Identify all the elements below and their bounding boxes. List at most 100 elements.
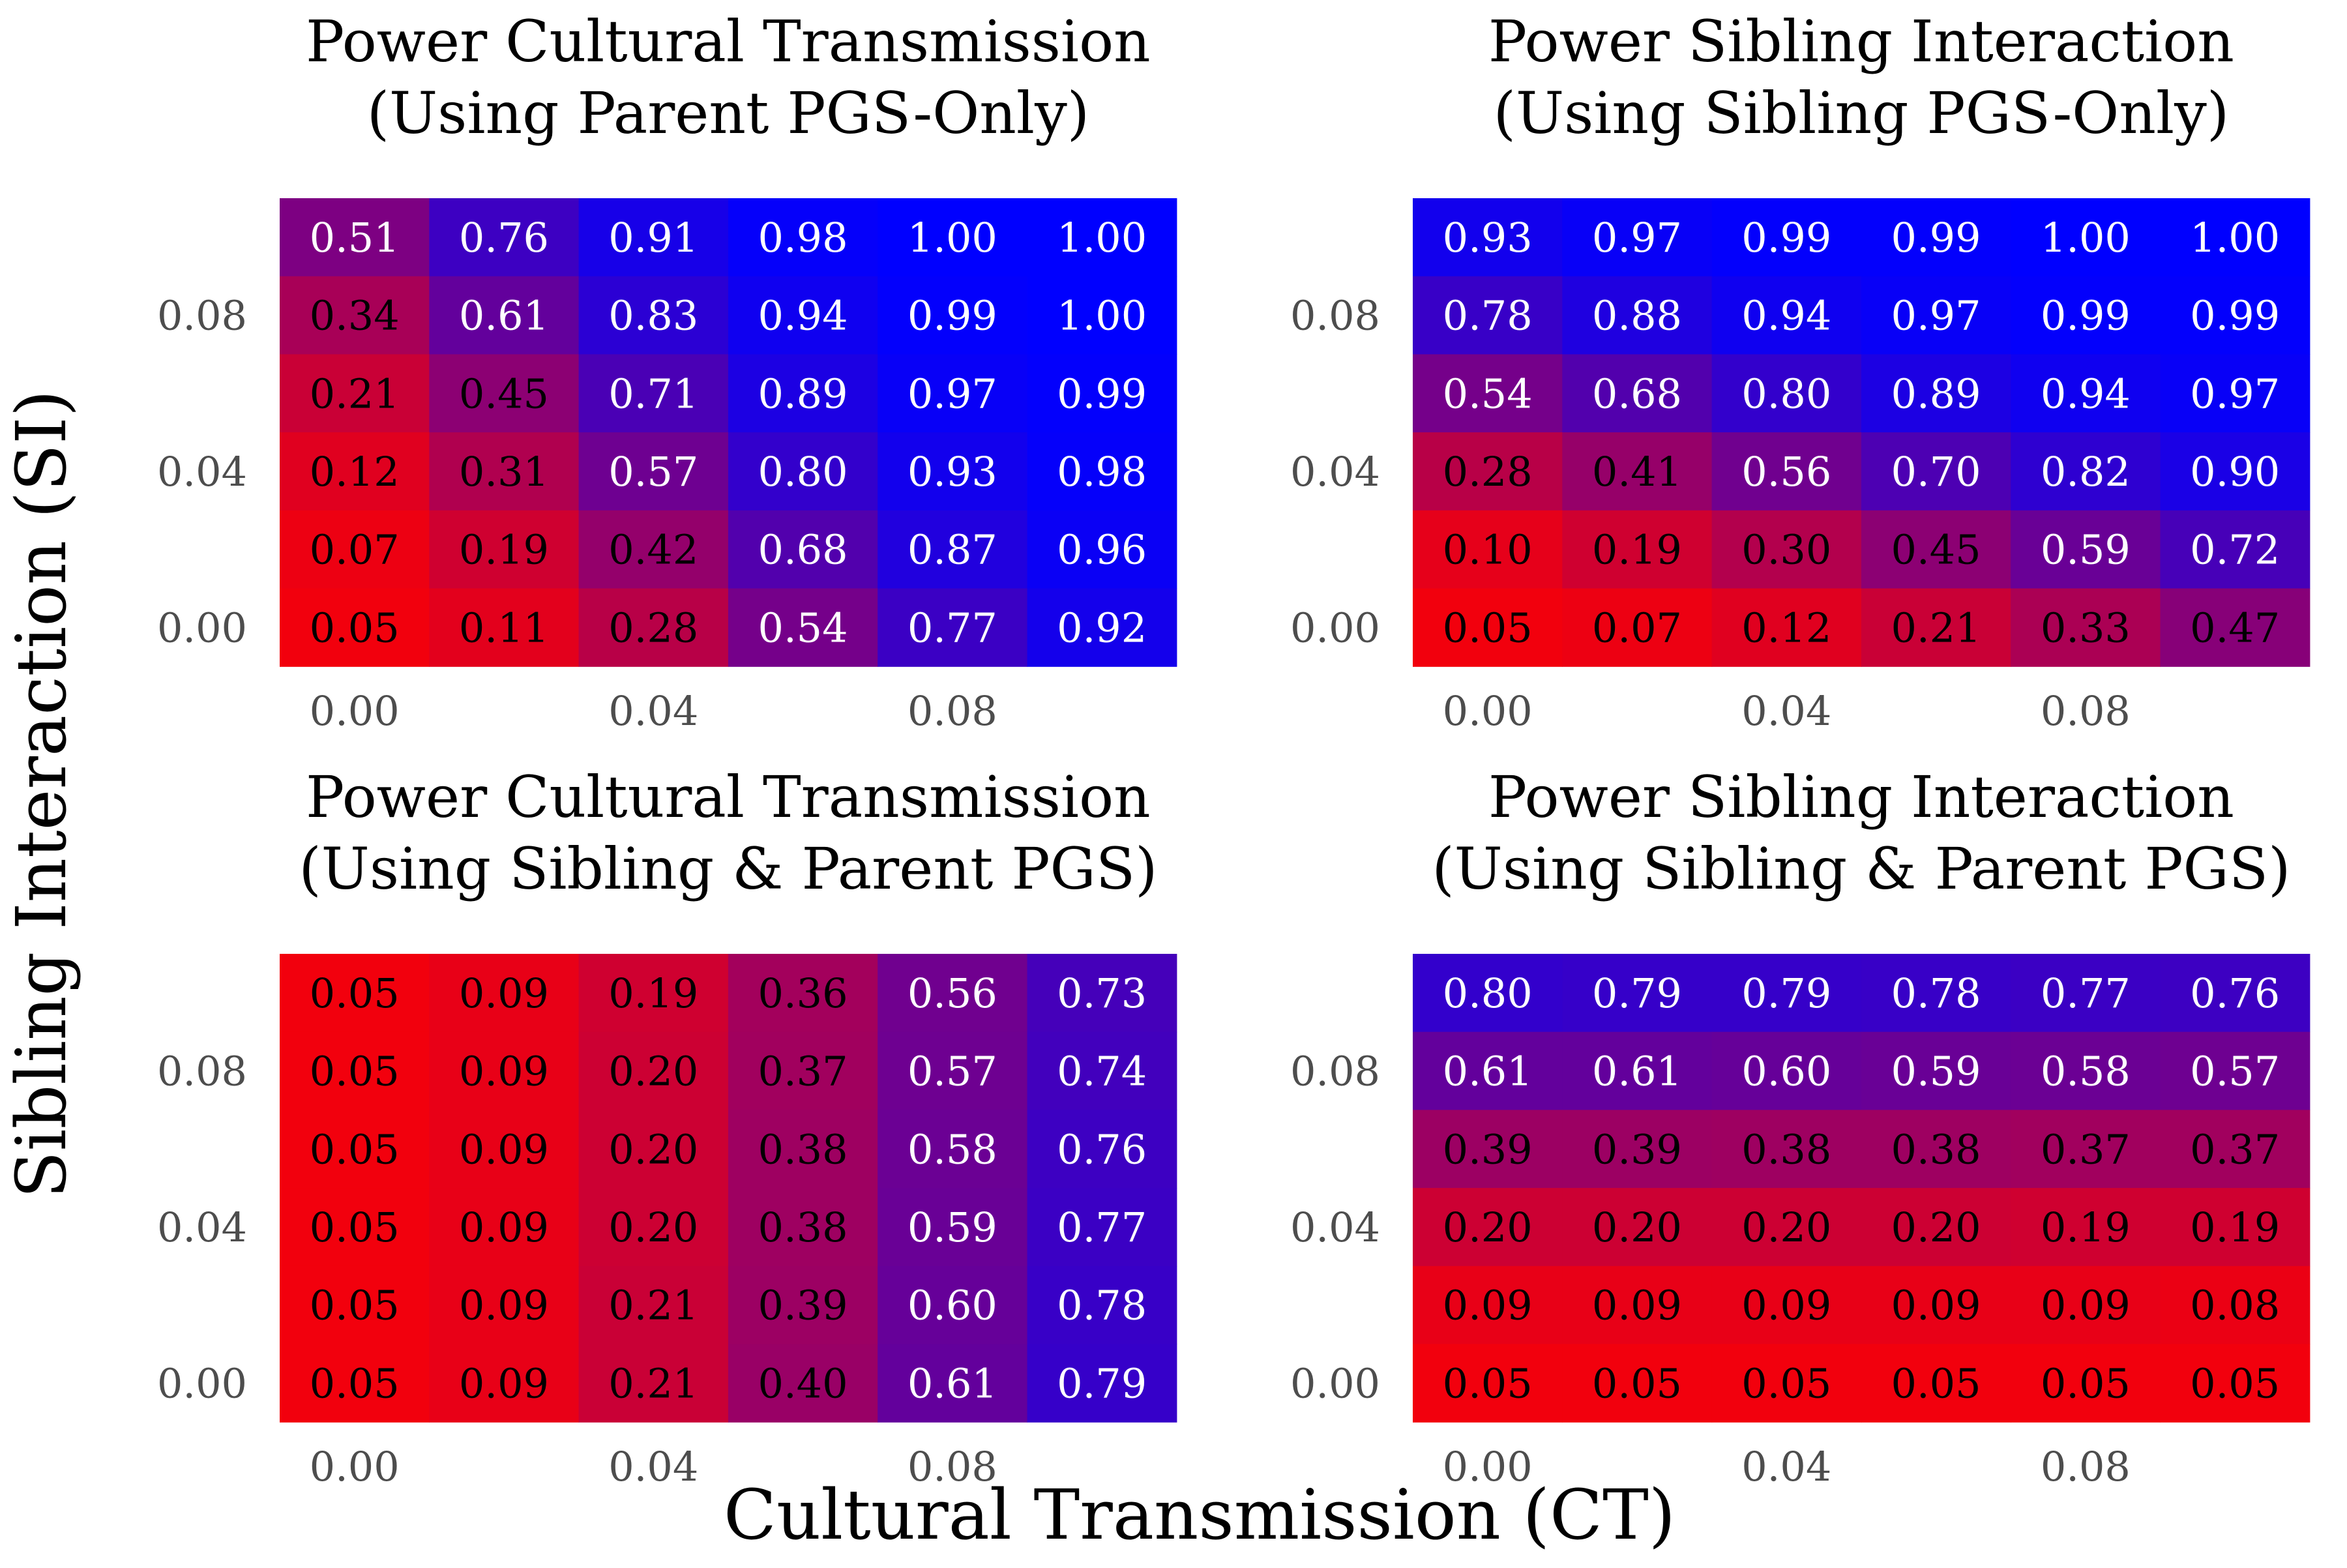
heatmap-cell — [1861, 354, 2011, 433]
cell-value-label: 0.38 — [758, 1204, 848, 1251]
cell-value-label: 0.68 — [1592, 370, 1682, 417]
cell-value-label: 0.61 — [1443, 1048, 1533, 1095]
cell-value-label: 0.74 — [1057, 1048, 1147, 1095]
cell-value-label: 1.00 — [1057, 292, 1147, 340]
cell-value-label: 0.45 — [1891, 526, 1981, 574]
heatmap-cell — [1861, 276, 2011, 355]
heatmap-cell — [878, 276, 1028, 355]
cell-value-label: 0.05 — [1592, 1359, 1682, 1407]
heatmap-cell — [1861, 1265, 2011, 1345]
cell-value-label: 0.99 — [1057, 370, 1147, 417]
heatmap-cell — [1711, 588, 1862, 667]
cell-value-label: 0.56 — [1741, 448, 1831, 496]
heatmap-cell — [1413, 1265, 1563, 1345]
cell-value-label: 0.12 — [1741, 604, 1831, 651]
panel-subtitle: (Using Parent PGS-Only) — [367, 80, 1089, 147]
x-tick-label: 0.08 — [908, 687, 997, 735]
cell-value-label: 0.40 — [758, 1359, 848, 1407]
heatmap-cell — [578, 432, 729, 511]
y-tick-label: 0.00 — [1290, 604, 1380, 651]
heatmap-cell — [2160, 1110, 2310, 1189]
heatmap-cell — [1711, 198, 1862, 277]
y-tick-label: 0.00 — [1290, 1359, 1380, 1407]
cell-value-label: 0.88 — [1592, 292, 1682, 340]
heatmap-cell — [280, 1265, 430, 1345]
cell-value-label: 0.97 — [908, 370, 997, 417]
heatmap-cell — [2160, 588, 2310, 667]
heatmap-cell — [1861, 954, 2011, 1033]
cell-value-label: 0.76 — [459, 214, 549, 261]
heatmap-cell — [429, 1344, 580, 1423]
cell-value-label: 0.83 — [608, 292, 698, 340]
heatmap-cell — [429, 1110, 580, 1189]
heatmap-cell — [2011, 588, 2161, 667]
cell-value-label: 0.33 — [2041, 604, 2131, 651]
cell-value-label: 1.00 — [1057, 214, 1147, 261]
heatmap-cell — [429, 198, 580, 277]
cell-value-label: 0.05 — [1443, 604, 1533, 651]
cell-value-label: 0.70 — [1891, 448, 1981, 496]
cell-value-label: 0.05 — [310, 1125, 400, 1173]
panel-subtitle: (Using Sibling PGS-Only) — [1494, 80, 2230, 147]
heatmap-cell — [878, 1188, 1028, 1267]
heatmap-cell — [2011, 198, 2161, 277]
cell-value-label: 0.05 — [310, 1282, 400, 1329]
heatmap-cell — [1027, 1344, 1177, 1423]
cell-value-label: 0.39 — [1443, 1125, 1533, 1173]
heatmap-cell — [1413, 1188, 1563, 1267]
cell-value-label: 0.96 — [1057, 526, 1147, 574]
heatmap-cell — [878, 510, 1028, 589]
cell-value-label: 0.05 — [310, 1204, 400, 1251]
heatmap-cell — [1413, 1110, 1563, 1189]
heatmap-cell — [1027, 198, 1177, 277]
cell-value-label: 0.57 — [2190, 1048, 2280, 1095]
y-tick-label: 0.08 — [157, 292, 247, 340]
cell-value-label: 0.07 — [310, 526, 400, 574]
cell-value-label: 0.20 — [1891, 1204, 1981, 1251]
heatmap-cell — [578, 198, 729, 277]
y-tick-label: 0.00 — [157, 604, 247, 651]
heatmap-cell — [878, 198, 1028, 277]
cell-value-label: 0.47 — [2190, 604, 2280, 651]
cell-value-label: 0.28 — [1443, 448, 1533, 496]
cell-value-label: 0.68 — [758, 526, 848, 574]
y-tick-label: 0.08 — [1290, 1048, 1380, 1095]
x-tick-label: 0.04 — [608, 687, 698, 735]
heatmap-cell — [2160, 1344, 2310, 1423]
panel-title: Power Cultural Transmission — [306, 763, 1151, 831]
heatmap-cell — [1027, 354, 1177, 433]
heatmap-cell — [1711, 954, 1862, 1033]
cell-value-label: 0.61 — [459, 292, 549, 340]
cell-value-label: 0.09 — [459, 1048, 549, 1095]
cell-value-label: 0.09 — [459, 1282, 549, 1329]
heatmap-cell — [1413, 588, 1563, 667]
x-tick-label: 0.04 — [1741, 1443, 1831, 1490]
cell-value-label: 0.36 — [758, 969, 848, 1017]
x-tick-label: 0.08 — [2041, 687, 2131, 735]
heatmap-cell — [1711, 1031, 1862, 1110]
heatmap-cell — [728, 1344, 878, 1423]
cell-value-label: 0.19 — [1592, 526, 1682, 574]
cell-value-label: 0.20 — [608, 1125, 698, 1173]
y-tick-label: 0.04 — [157, 1204, 247, 1251]
heatmap-cell — [728, 954, 878, 1033]
cell-value-label: 0.41 — [1592, 448, 1682, 496]
heatmap-cell — [1711, 276, 1862, 355]
heatmap-cell — [2011, 1344, 2161, 1423]
cell-value-label: 0.78 — [1057, 1282, 1147, 1329]
cell-value-label: 0.58 — [2041, 1048, 2131, 1095]
cell-value-label: 0.78 — [1891, 969, 1981, 1017]
x-tick-label: 0.00 — [310, 687, 400, 735]
heatmap-cell — [1711, 1265, 1862, 1345]
cell-value-label: 0.77 — [908, 604, 997, 651]
panels: Power Cultural Transmission (Using Parent… — [157, 8, 2310, 1490]
heatmap-cell — [1562, 954, 1713, 1033]
heatmap-cell — [1861, 1110, 2011, 1189]
cell-value-label: 0.61 — [1592, 1048, 1682, 1095]
cell-value-label: 0.21 — [310, 370, 400, 417]
cell-value-label: 0.20 — [608, 1204, 698, 1251]
cell-value-label: 0.89 — [758, 370, 848, 417]
heatmap-cell — [280, 198, 430, 277]
heatmap-cell — [280, 354, 430, 433]
